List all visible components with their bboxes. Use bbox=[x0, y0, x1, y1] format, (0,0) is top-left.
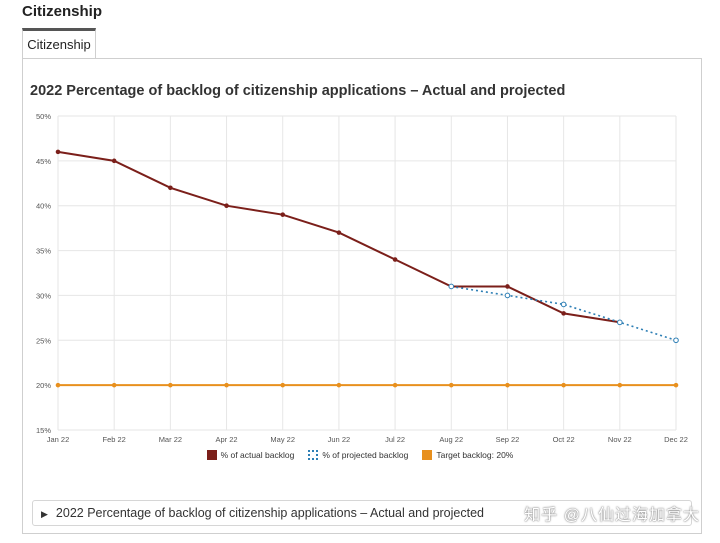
series-point bbox=[392, 382, 398, 388]
section-heading: Citizenship bbox=[22, 3, 103, 20]
series-point bbox=[55, 149, 61, 155]
series-point bbox=[673, 337, 679, 344]
x-tick-label: Sep 22 bbox=[496, 435, 520, 444]
series-point bbox=[280, 382, 286, 388]
y-axis-ticks: 15% 20% 25% 30% 35% 40% 45% 50% bbox=[36, 112, 51, 435]
series-point bbox=[55, 382, 61, 388]
x-tick-label: Mar 22 bbox=[159, 435, 182, 444]
series-point bbox=[561, 311, 566, 316]
y-tick-label: 15% bbox=[36, 426, 51, 435]
series-point bbox=[617, 319, 623, 326]
x-tick-label: Aug 22 bbox=[439, 435, 463, 444]
watermark: 知乎 @八仙过海加拿大 bbox=[524, 507, 700, 524]
series-point bbox=[280, 212, 286, 217]
legend-item-target[interactable]: Target backlog: 20% bbox=[422, 450, 513, 460]
x-tick-label: Jun 22 bbox=[328, 435, 351, 444]
y-tick-label: 50% bbox=[36, 112, 51, 121]
chart-title: 2022 Percentage of backlog of citizenshi… bbox=[30, 83, 566, 99]
y-tick-label: 30% bbox=[36, 291, 51, 300]
x-tick-label: Dec 22 bbox=[664, 435, 688, 444]
chart-series bbox=[55, 149, 679, 388]
tab-citizenship[interactable]: Citizenship bbox=[22, 28, 96, 58]
series-point bbox=[224, 382, 229, 388]
series-point bbox=[504, 292, 511, 299]
series-point bbox=[224, 203, 229, 209]
chart-panel bbox=[22, 58, 702, 534]
series-point bbox=[561, 382, 566, 388]
x-tick-label: Nov 22 bbox=[608, 435, 632, 444]
legend-swatch-projected bbox=[308, 450, 319, 460]
series-point bbox=[505, 284, 510, 289]
series-point bbox=[336, 230, 342, 235]
x-tick-label: Oct 22 bbox=[553, 435, 575, 444]
chart-legend: % of actual backlog % of projected backl… bbox=[0, 450, 720, 460]
series-point bbox=[448, 382, 454, 388]
legend-swatch-actual bbox=[206, 450, 217, 460]
series-point bbox=[336, 382, 342, 388]
series-point bbox=[111, 158, 117, 164]
x-tick-label: Apr 22 bbox=[215, 435, 237, 444]
series-point bbox=[617, 382, 623, 388]
y-tick-label: 45% bbox=[36, 157, 51, 166]
x-axis-ticks: Jan 22 Feb 22 Mar 22 Apr 22 May 22 Jun 22 Jul … bbox=[47, 435, 688, 444]
legend-item-projected[interactable]: % of projected backlog bbox=[308, 450, 408, 460]
x-tick-label: Jan 22 bbox=[47, 435, 70, 444]
series-point bbox=[392, 257, 398, 262]
legend-item-actual[interactable]: % of actual backlog bbox=[206, 450, 295, 460]
disclosure-label: 2022 Percentage of backlog of citizenshi… bbox=[55, 506, 484, 520]
series-point bbox=[111, 382, 117, 388]
x-tick-label: Jul 22 bbox=[385, 435, 405, 444]
legend-swatch-target bbox=[422, 450, 433, 460]
y-tick-label: 40% bbox=[36, 202, 51, 211]
legend-label-projected: % of projected backlog bbox=[322, 450, 409, 460]
x-tick-label: Feb 22 bbox=[103, 435, 126, 444]
y-tick-label: 35% bbox=[36, 247, 51, 256]
y-tick-label: 20% bbox=[36, 381, 51, 390]
y-tick-label: 25% bbox=[36, 336, 51, 345]
series-point bbox=[168, 185, 173, 191]
series-point bbox=[505, 382, 510, 388]
legend-label-target: Target backlog: 20% bbox=[436, 450, 514, 460]
legend-label-actual: % of actual backlog bbox=[220, 450, 295, 460]
line-chart: 15% 20% 25% 30% 35% 40% 45% 50% Jan 22 Feb 22 Mar… bbox=[36, 112, 688, 444]
series-point bbox=[560, 301, 567, 308]
chart-grid bbox=[57, 115, 677, 431]
data-table-disclosure[interactable]: ▶ 2022 Percentage of backlog of citizensh… bbox=[32, 500, 692, 526]
disclosure-triangle-icon: ▶ bbox=[41, 509, 48, 519]
series-point bbox=[448, 283, 455, 290]
series-point bbox=[168, 382, 173, 388]
series-point bbox=[673, 382, 679, 388]
x-tick-label: May 22 bbox=[270, 435, 295, 444]
